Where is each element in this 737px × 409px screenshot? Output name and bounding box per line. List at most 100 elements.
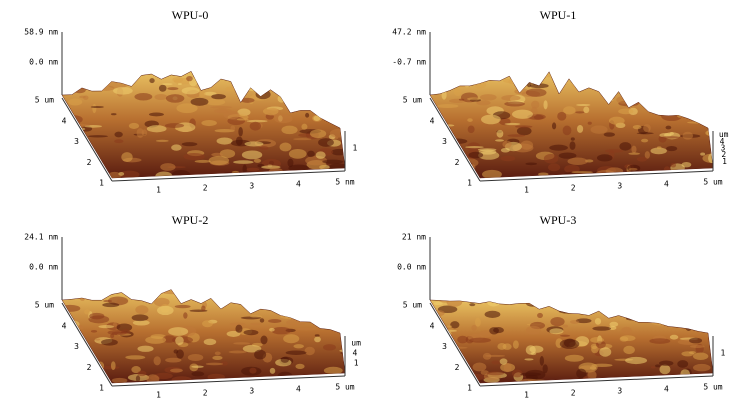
surface-grain	[598, 282, 611, 286]
surface-grain	[485, 311, 501, 318]
left-axis-label: 3	[74, 137, 79, 146]
surface-grain	[274, 294, 290, 298]
surface-grain	[241, 56, 254, 62]
surface-grain	[77, 252, 96, 256]
surface-grain	[476, 51, 498, 61]
surface-grain	[149, 78, 154, 83]
left-axis-label: 5 um	[403, 96, 422, 105]
panel-title: WPU-3	[540, 213, 577, 227]
surface-grain	[86, 294, 95, 301]
surface-grain	[318, 38, 339, 45]
surface-grain	[619, 142, 631, 150]
surface-grain	[446, 68, 461, 75]
surface-grain	[331, 295, 348, 302]
surface-grain	[487, 371, 504, 375]
surface-grain	[511, 49, 517, 56]
surface-grain	[606, 98, 613, 101]
surface-grain	[644, 274, 664, 281]
surface-grain	[486, 74, 496, 80]
surface-grain	[526, 88, 547, 96]
surface-grain	[468, 126, 475, 134]
surface-grain	[631, 249, 652, 256]
surface-grain	[180, 265, 194, 269]
surface-grain	[646, 260, 656, 265]
surface-grain	[281, 126, 297, 135]
surface-grain	[275, 171, 292, 178]
left-axis-label: 5 um	[35, 301, 54, 310]
surface-grain	[432, 310, 445, 316]
left-axis-label: 3	[442, 342, 447, 351]
surface-grain	[567, 44, 579, 50]
surface-grain	[563, 126, 572, 136]
surface-grain	[129, 245, 143, 254]
surface-grain	[560, 339, 579, 349]
surface-grain	[550, 317, 564, 326]
surface-grain	[323, 344, 336, 350]
surface-grain	[266, 82, 282, 90]
surface-grain	[213, 276, 228, 286]
surface-grain	[318, 241, 335, 249]
surface-grain	[221, 295, 232, 304]
surface-grain	[330, 298, 342, 303]
surface-grain	[705, 97, 718, 99]
surface-grain	[194, 267, 207, 276]
surface-grain	[557, 112, 566, 121]
surface-grain	[576, 104, 590, 106]
z-zero-label: 0.0 nm	[397, 263, 426, 272]
surface-grain	[244, 330, 259, 335]
surface-grain	[518, 251, 524, 259]
surface-grain	[563, 247, 573, 257]
surface-grain	[595, 318, 601, 325]
surface-grain	[249, 286, 268, 293]
surface-grain	[141, 287, 160, 294]
surface-grain	[79, 294, 85, 301]
surface-grain	[475, 318, 481, 327]
surface-grain	[707, 106, 715, 109]
surface-grain	[233, 342, 250, 344]
surface-grain	[89, 67, 100, 74]
surface-grain	[68, 98, 82, 105]
surface-grain	[335, 247, 345, 253]
surface-grain	[162, 83, 173, 85]
surface-grain	[285, 243, 306, 249]
surface-grain	[657, 146, 662, 149]
surface-grain	[612, 300, 627, 309]
surface-grain	[621, 80, 638, 88]
surface-grain	[310, 129, 326, 138]
surface-grain	[220, 271, 239, 276]
surface-grain	[330, 80, 352, 82]
surface-grain	[79, 348, 88, 358]
surface-grain	[197, 247, 206, 251]
surface-grain	[540, 356, 544, 366]
surface-grain	[209, 156, 229, 165]
surface-grain	[211, 94, 226, 99]
surface-grain	[641, 139, 648, 143]
surface-grain	[245, 83, 265, 91]
left-axis-label: 2	[455, 158, 460, 167]
surface-grain	[229, 351, 247, 354]
surface-grain	[226, 260, 235, 265]
surface-grain	[679, 325, 692, 327]
surface-grain	[651, 366, 655, 368]
surface-grain	[293, 138, 311, 140]
surface-grain	[310, 52, 320, 61]
surface-grain	[613, 302, 629, 311]
surface-grain	[91, 330, 97, 333]
surface-grain	[305, 75, 321, 80]
surface-grain	[661, 101, 668, 103]
left-axis-label: 4	[62, 116, 67, 125]
surface-grain	[159, 85, 167, 92]
surface-grain	[597, 154, 613, 161]
surface-grain	[429, 335, 434, 344]
surface-grain	[480, 94, 497, 100]
surface-grain	[571, 137, 575, 140]
bottom-axis-label: 2	[203, 389, 208, 398]
surface-grain	[210, 106, 232, 109]
surface-grain	[530, 260, 535, 263]
surface-grain	[88, 135, 108, 137]
surface-grain	[477, 243, 496, 251]
z-zero-label: 0.0 nm	[29, 263, 58, 272]
surface-grain	[479, 293, 488, 298]
surface-grain	[469, 303, 475, 306]
surface-grain	[183, 153, 205, 160]
